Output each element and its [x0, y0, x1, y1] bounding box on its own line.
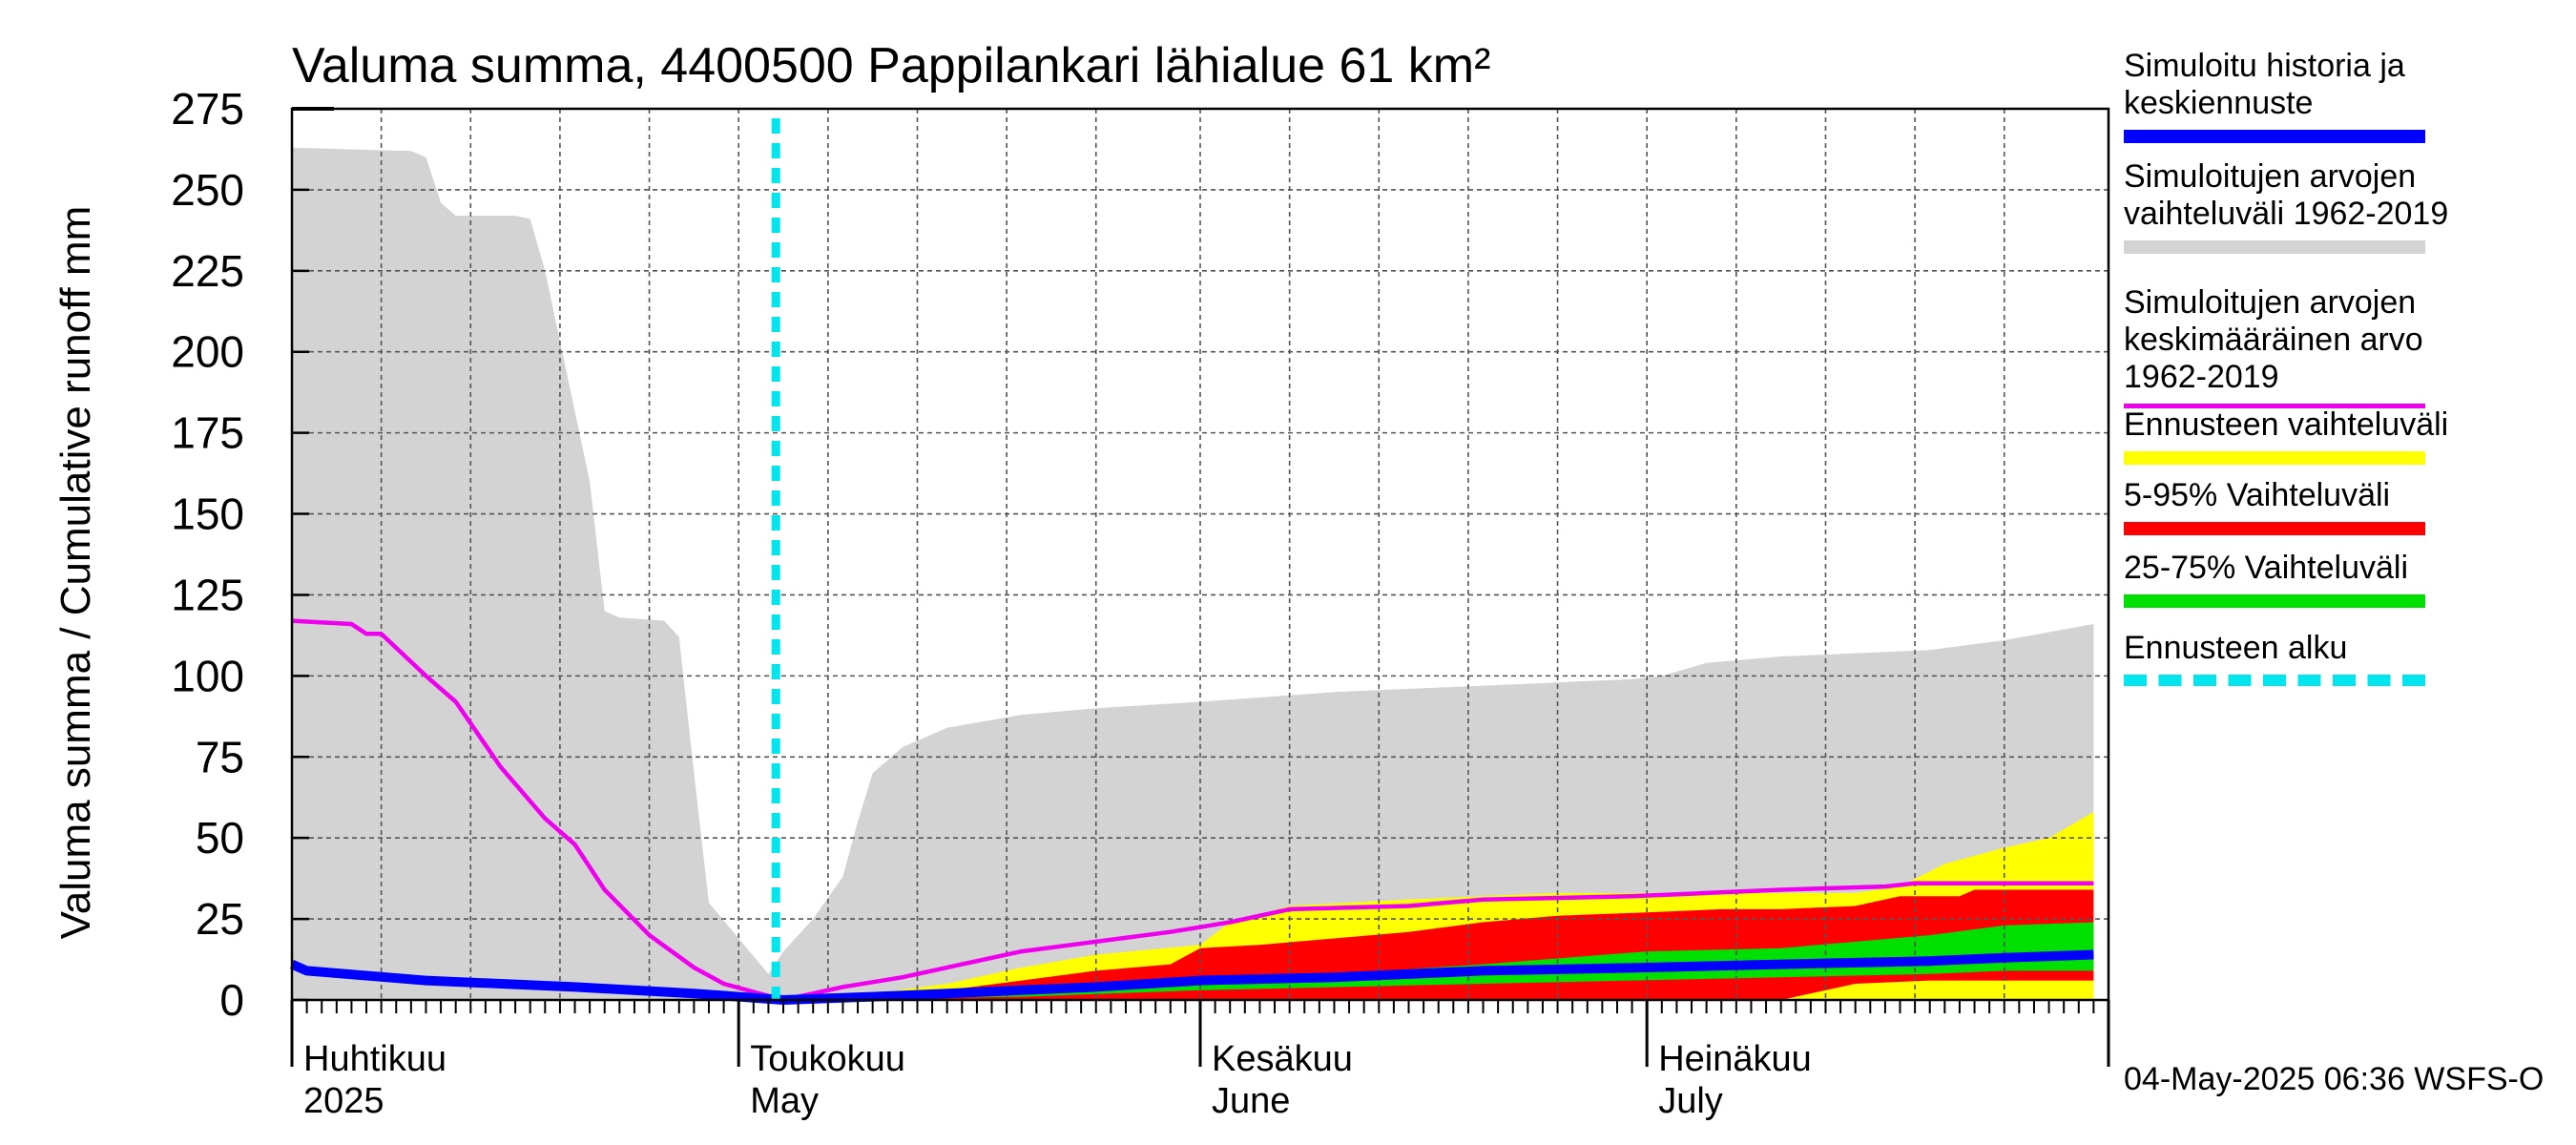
legend-label: 5-95% Vaihteluväli	[2124, 477, 2391, 513]
series-line-1	[290, 949, 2094, 1005]
band-0	[292, 147, 2094, 1001]
chart-title: Valuma summa, 4400500 Pappilankari lähia…	[292, 38, 1490, 94]
y-tick-label: 250	[171, 165, 244, 215]
y-tick-label: 25	[196, 894, 244, 944]
legend-item: Simuloitujen arvojen keskimääräinen arvo…	[2124, 284, 2553, 408]
y-tick-label: 100	[171, 651, 244, 700]
y-tick-label: 150	[171, 489, 244, 539]
legend-swatch	[2124, 240, 2425, 254]
month-label-fi: Huhtikuu	[303, 1039, 447, 1079]
legend-item: 5-95% Vaihteluväli	[2124, 477, 2553, 535]
legend-label: Ennusteen vaihteluväli	[2124, 406, 2449, 443]
legend-label: Simuloitujen arvojen keskimääräinen arvo…	[2124, 284, 2423, 395]
month-label-en: 2025	[303, 1081, 384, 1121]
month-label-fi: Heinäkuu	[1658, 1039, 1812, 1079]
legend-item: 25-75% Vaihteluväli	[2124, 550, 2553, 608]
legend-item: Simuloitujen arvojen vaihteluväli 1962-2…	[2124, 158, 2553, 254]
y-axis-label: Valuma summa / Cumulative runoff mm	[52, 206, 99, 940]
legend-label: Simuloitu historia ja keskiennuste	[2124, 48, 2405, 121]
plot-area: 0 25 50 75 100 125 150 175 200 225 250 275 Huhtikuu2…	[171, 84, 2110, 1121]
legend-swatch	[2124, 404, 2425, 408]
legend-item: Simuloitu historia ja keskiennuste	[2124, 48, 2553, 143]
legend-label: Ennusteen alku	[2124, 630, 2348, 666]
legend-swatch	[2124, 451, 2425, 465]
legend-swatch	[2124, 130, 2425, 143]
month-label-fi: Toukokuu	[750, 1039, 905, 1079]
legend-swatch	[2124, 675, 2425, 686]
legend-label: 25-75% Vaihteluväli	[2124, 550, 2408, 586]
timestamp: 04-May-2025 06:36 WSFS-O	[2124, 1061, 2545, 1097]
month-label-fi: Kesäkuu	[1212, 1039, 1353, 1079]
y-tick-label: 0	[219, 975, 244, 1025]
legend-item: Ennusteen vaihteluväli	[2124, 406, 2553, 465]
series-line-0	[291, 618, 2094, 1003]
legend-swatch	[2124, 594, 2425, 608]
month-label-en: May	[750, 1081, 819, 1121]
y-tick-label: 175	[171, 408, 244, 458]
y-tick-label: 125	[171, 570, 244, 619]
legend-swatch	[2124, 522, 2425, 535]
legend-label: Simuloitujen arvojen vaihteluväli 1962-2…	[2124, 158, 2449, 232]
y-tick-label: 75	[196, 732, 244, 781]
y-tick-label: 50	[196, 813, 244, 863]
month-label-en: June	[1212, 1081, 1290, 1121]
legend-item: Ennusteen alku	[2124, 630, 2553, 686]
month-label-en: July	[1658, 1081, 1723, 1121]
y-tick-label: 200	[171, 327, 244, 377]
y-tick-label: 225	[171, 246, 244, 296]
y-tick-label: 275	[171, 84, 244, 134]
